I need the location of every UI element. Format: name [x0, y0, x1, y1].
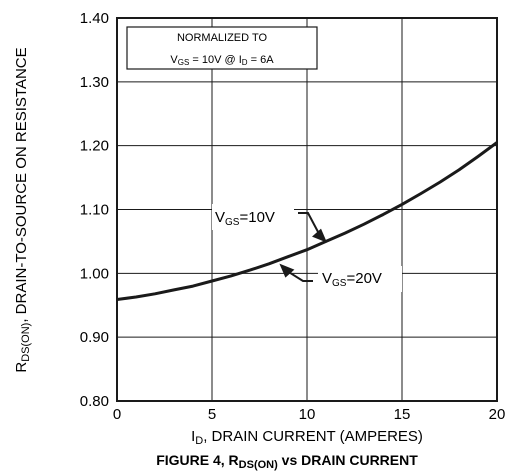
figure-caption-subscript: DS(ON) [239, 459, 278, 471]
note-id-subscript: D [242, 58, 248, 67]
annotation-vgs-10v-arrow-head [312, 228, 327, 243]
series-line [116, 141, 498, 301]
annotation-vgs-20v-background [318, 266, 402, 292]
y-tick-label: 1.20 [80, 138, 109, 155]
grid-lines [117, 18, 497, 401]
note-box [126, 26, 318, 70]
annotation-vgs-20v-arrow-line [285, 269, 313, 282]
annotation-vgs-10v-label: VGS=10V [215, 209, 275, 228]
annotation-vgs-20v-label: VGS=20V [322, 270, 382, 289]
x-tick-label: 15 [394, 406, 411, 423]
annotation-vgs-20v-subscript: GS [332, 278, 347, 289]
note-line-2: VGS = 10V @ ID = 6A [170, 54, 274, 67]
figure-caption-suffix: vs DRAIN CURRENT [278, 452, 418, 468]
y-axis-label-subscript: DS(ON) [20, 323, 32, 362]
y-tick-label: 0.90 [80, 329, 109, 346]
note-vgs-symbol: V [170, 54, 178, 66]
x-tick-label: 0 [113, 406, 121, 423]
series-group [116, 141, 498, 301]
y-tick-label: 1.00 [80, 265, 109, 282]
x-tick-label: 5 [208, 406, 216, 423]
annotation-vgs-10v-symbol: V [215, 209, 225, 226]
annotation-vgs-10v-arrow-line [298, 212, 321, 237]
annotation-vgs-20v-value: =20V [346, 270, 381, 287]
x-tick-label: 20 [489, 406, 506, 423]
figure-caption-prefix: FIGURE 4, R [156, 452, 238, 468]
annotation-vgs-20v: VGS=20V [279, 263, 402, 292]
y-axis-label-text: , DRAIN-TO-SOURCE ON RESISTANCE [13, 47, 30, 322]
figure-caption: FIGURE 4, RDS(ON) vs DRAIN CURRENT [156, 452, 418, 471]
y-tick-label: 1.10 [80, 202, 109, 219]
normalization-note: NORMALIZED TO VGS = 10V @ ID = 6A [126, 26, 318, 70]
x-axis-label: ID, DRAIN CURRENT (AMPERES) [191, 428, 423, 447]
annotation-vgs-20v-symbol: V [322, 270, 332, 287]
y-axis-label: RDS(ON), DRAIN-TO-SOURCE ON RESISTANCE [13, 47, 32, 372]
x-axis-label-symbol: I [191, 428, 195, 445]
y-tick-label: 0.80 [80, 393, 109, 410]
x-axis-label-text: , DRAIN CURRENT (AMPERES) [203, 428, 423, 445]
annotation-vgs-10v-background [212, 204, 294, 230]
annotation-vgs-10v: VGS=10V [212, 204, 327, 243]
note-vgs-subscript: GS [178, 58, 190, 67]
y-tick-label: 1.30 [80, 74, 109, 91]
tick-labels: 0 5 10 15 20 0.80 0.90 1.00 1.10 1.20 1.30 1.40 [80, 10, 506, 423]
x-tick-label: 10 [299, 406, 316, 423]
y-axis-label-symbol: R [13, 362, 30, 373]
y-tick-label: 1.40 [80, 10, 109, 27]
annotation-vgs-10v-value: =10V [239, 209, 274, 226]
annotation-vgs-20v-arrow-head [279, 263, 295, 278]
note-line-1: NORMALIZED TO [177, 32, 267, 44]
note-tail-text: = 6A [248, 54, 275, 66]
x-axis-label-subscript: D [195, 435, 203, 447]
note-middle-text: = 10V @ I [189, 54, 241, 66]
annotation-vgs-10v-subscript: GS [225, 217, 240, 228]
plot-area-frame [116, 17, 498, 402]
